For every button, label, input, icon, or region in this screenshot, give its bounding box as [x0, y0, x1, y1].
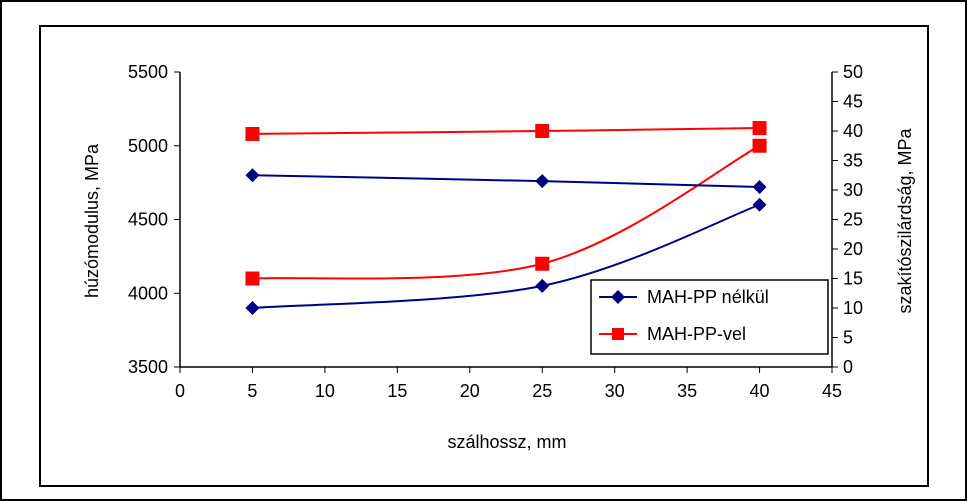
data-point-diamond — [752, 197, 767, 212]
data-point-square — [752, 121, 767, 136]
y-tick-label-right: 35 — [843, 151, 863, 171]
legend: MAH-PP nélkül MAH-PP-vel — [590, 279, 829, 355]
x-tick-label: 30 — [605, 381, 625, 401]
series-layer — [245, 121, 767, 315]
x-tick-label: 15 — [387, 381, 407, 401]
y-tick-label-right: 20 — [843, 239, 863, 259]
x-tick-label: 20 — [460, 381, 480, 401]
data-point-square — [535, 124, 550, 138]
y-tick-label-right: 30 — [843, 180, 863, 200]
x-tick-label: 5 — [247, 381, 257, 401]
y-tick-label-right: 45 — [843, 92, 863, 112]
y-tick-label-right: 15 — [843, 269, 863, 289]
y-tick-label-right: 25 — [843, 210, 863, 230]
x-tick-label: 45 — [822, 381, 842, 401]
y-tick-label-left: 4000 — [128, 283, 168, 303]
y-tick-label-left: 3500 — [128, 357, 168, 377]
x-axis-label: szálhossz, mm — [447, 432, 566, 452]
x-tick-label: 25 — [532, 381, 552, 401]
y-tick-label-left: 5000 — [128, 136, 168, 156]
y-tick-label-right: 0 — [843, 357, 853, 377]
legend-marker-square-icon — [612, 328, 624, 340]
ticks: 0 5 10 15 20 25 30 35 40 45 3500 4000 4500 5000 5500 0 5… — [128, 62, 863, 401]
data-point-square — [535, 256, 550, 271]
y-tick-label-left: 5500 — [128, 62, 168, 82]
legend-label-1: MAH-PP nélkül — [647, 287, 769, 307]
y-tick-label-right: 5 — [843, 328, 853, 348]
legend-marker-diamond-icon — [611, 290, 625, 304]
y-tick-label-right: 50 — [843, 62, 863, 82]
legend-label-2: MAH-PP-vel — [647, 324, 746, 344]
x-tick-label: 0 — [175, 381, 185, 401]
data-point-diamond — [752, 180, 767, 195]
data-point-diamond — [535, 278, 550, 293]
series-line-3 — [252, 174, 760, 189]
data-point-diamond — [245, 301, 260, 315]
series-line-4 — [252, 127, 760, 135]
legend-box — [590, 279, 829, 355]
x-tick-label: 35 — [677, 381, 697, 401]
data-point-square — [245, 271, 260, 286]
y-axis-label-right: szakítószilárdság, MPa — [895, 127, 915, 313]
x-tick-label: 40 — [750, 381, 770, 401]
data-point-square — [752, 138, 767, 153]
y-tick-label-left: 4500 — [128, 210, 168, 230]
y-tick-label-right: 10 — [843, 298, 863, 318]
data-point-diamond — [535, 174, 550, 189]
y-tick-label-right: 40 — [843, 121, 863, 141]
chart-area-frame — [39, 25, 929, 487]
data-point-diamond — [245, 168, 260, 183]
data-point-square — [245, 126, 260, 141]
x-tick-label: 10 — [315, 381, 335, 401]
y-axis-label-left: húzómodulus, MPa — [82, 143, 102, 298]
